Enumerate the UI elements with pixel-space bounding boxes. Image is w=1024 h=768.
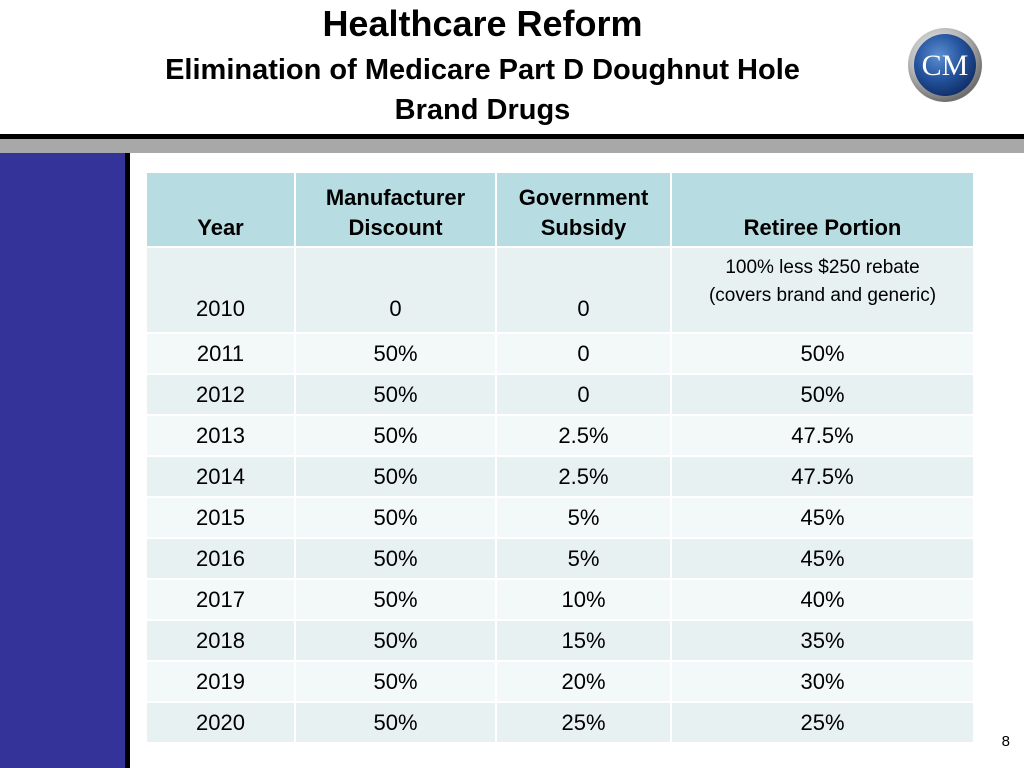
cell-manufacturer-discount: 0 — [294, 246, 497, 334]
table-row: 2014 50% 2.5% 47.5% — [145, 455, 975, 498]
cell-year: 2010 — [145, 246, 296, 334]
cell-government-subsidy: 25% — [495, 701, 672, 744]
doughnut-hole-table: Year Manufacturer Discount Government Subs… — [145, 171, 975, 744]
cell-retiree-portion: 30% — [670, 660, 975, 703]
side-accent-bar — [0, 153, 125, 768]
page-number: 8 — [1001, 733, 1010, 750]
cell-government-subsidy: 15% — [495, 619, 672, 662]
cell-retiree-portion: 47.5% — [670, 455, 975, 498]
cell-government-subsidy: 0 — [495, 246, 672, 334]
cell-year: 2014 — [145, 455, 296, 498]
header-year: Year — [145, 171, 296, 248]
cell-government-subsidy: 5% — [495, 537, 672, 580]
cell-manufacturer-discount: 50% — [294, 660, 497, 703]
header-government-subsidy: Government Subsidy — [495, 171, 672, 248]
cell-manufacturer-discount: 50% — [294, 619, 497, 662]
cell-retiree-portion: 45% — [670, 496, 975, 539]
cell-manufacturer-discount: 50% — [294, 455, 497, 498]
cell-year: 2018 — [145, 619, 296, 662]
cell-year: 2020 — [145, 701, 296, 744]
slide-subtitle-line1: Elimination of Medicare Part D Doughnut … — [165, 54, 800, 86]
table-row: 2019 50% 20% 30% — [145, 660, 975, 703]
cell-retiree-portion: 100% less $250 rebate (covers brand and g… — [670, 246, 975, 334]
cell-retiree-portion: 45% — [670, 537, 975, 580]
cell-retiree-portion: 50% — [670, 332, 975, 375]
cell-government-subsidy: 20% — [495, 660, 672, 703]
cell-manufacturer-discount: 50% — [294, 332, 497, 375]
slide-title-block: Healthcare Reform Elimination of Medicar… — [0, 0, 965, 134]
table-row: 2010 0 0 100% less $250 rebate (covers br… — [145, 246, 975, 334]
cell-government-subsidy: 0 — [495, 373, 672, 416]
cell-year: 2016 — [145, 537, 296, 580]
table-header-row: Year Manufacturer Discount Government Subs… — [145, 171, 975, 248]
cm-logo: CM — [908, 28, 982, 102]
table-row: 2011 50% 0 50% — [145, 332, 975, 375]
cell-year: 2019 — [145, 660, 296, 703]
cell-manufacturer-discount: 50% — [294, 496, 497, 539]
cell-manufacturer-discount: 50% — [294, 537, 497, 580]
table-row: 2018 50% 15% 35% — [145, 619, 975, 662]
cell-year: 2012 — [145, 373, 296, 416]
cell-manufacturer-discount: 50% — [294, 414, 497, 457]
cell-manufacturer-discount: 50% — [294, 701, 497, 744]
table-row: 2012 50% 0 50% — [145, 373, 975, 416]
table-row: 2015 50% 5% 45% — [145, 496, 975, 539]
slide-title: Healthcare Reform — [322, 3, 643, 44]
cell-government-subsidy: 0 — [495, 332, 672, 375]
logo-text: CM — [922, 49, 969, 82]
cell-retiree-portion: 35% — [670, 619, 975, 662]
cell-government-subsidy: 2.5% — [495, 455, 672, 498]
cell-retiree-portion: 47.5% — [670, 414, 975, 457]
table-row: 2013 50% 2.5% 47.5% — [145, 414, 975, 457]
cell-manufacturer-discount: 50% — [294, 578, 497, 621]
table-row: 2020 50% 25% 25% — [145, 701, 975, 744]
cell-retiree-portion: 25% — [670, 701, 975, 744]
side-accent-edge — [125, 153, 130, 768]
table-row: 2017 50% 10% 40% — [145, 578, 975, 621]
cell-retiree-portion: 40% — [670, 578, 975, 621]
cell-manufacturer-discount: 50% — [294, 373, 497, 416]
cell-year: 2013 — [145, 414, 296, 457]
cell-government-subsidy: 5% — [495, 496, 672, 539]
header-retiree-portion: Retiree Portion — [670, 171, 975, 248]
slide-subtitle-line2: Brand Drugs — [394, 94, 571, 126]
header-manufacturer-discount: Manufacturer Discount — [294, 171, 497, 248]
header-divider — [0, 134, 1024, 139]
cell-retiree-portion: 50% — [670, 373, 975, 416]
header-divider-shadow — [0, 139, 1024, 153]
cell-year: 2015 — [145, 496, 296, 539]
table-row: 2016 50% 5% 45% — [145, 537, 975, 580]
cell-government-subsidy: 10% — [495, 578, 672, 621]
cell-year: 2017 — [145, 578, 296, 621]
cell-government-subsidy: 2.5% — [495, 414, 672, 457]
cell-year: 2011 — [145, 332, 296, 375]
